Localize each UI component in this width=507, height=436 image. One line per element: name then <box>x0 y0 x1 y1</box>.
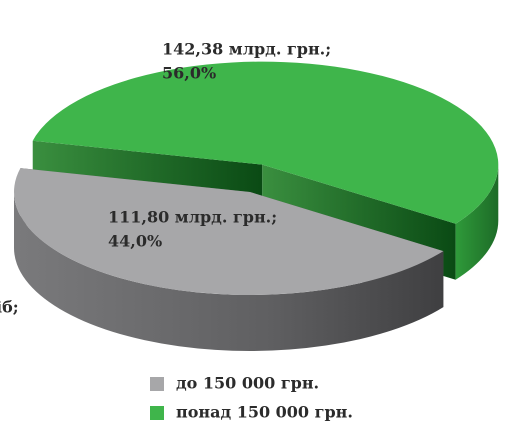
slice-side <box>14 192 444 352</box>
amount-label: 142,38 млрд. грн.; <box>162 40 331 59</box>
value-label: 44,0% <box>108 232 162 251</box>
slice-side <box>455 164 499 280</box>
legend-swatch <box>150 406 164 420</box>
slice <box>14 168 444 352</box>
annotation: іб; <box>0 298 19 317</box>
legend-label: до 150 000 грн. <box>176 374 319 393</box>
slice-top <box>32 61 499 224</box>
slice-top <box>14 168 444 295</box>
legend-swatch <box>150 377 164 391</box>
legend-label: понад 150 000 грн. <box>176 403 353 422</box>
amount-label: 111,80 млрд. грн.; <box>108 208 277 227</box>
value-label: 56,0% <box>162 64 216 83</box>
